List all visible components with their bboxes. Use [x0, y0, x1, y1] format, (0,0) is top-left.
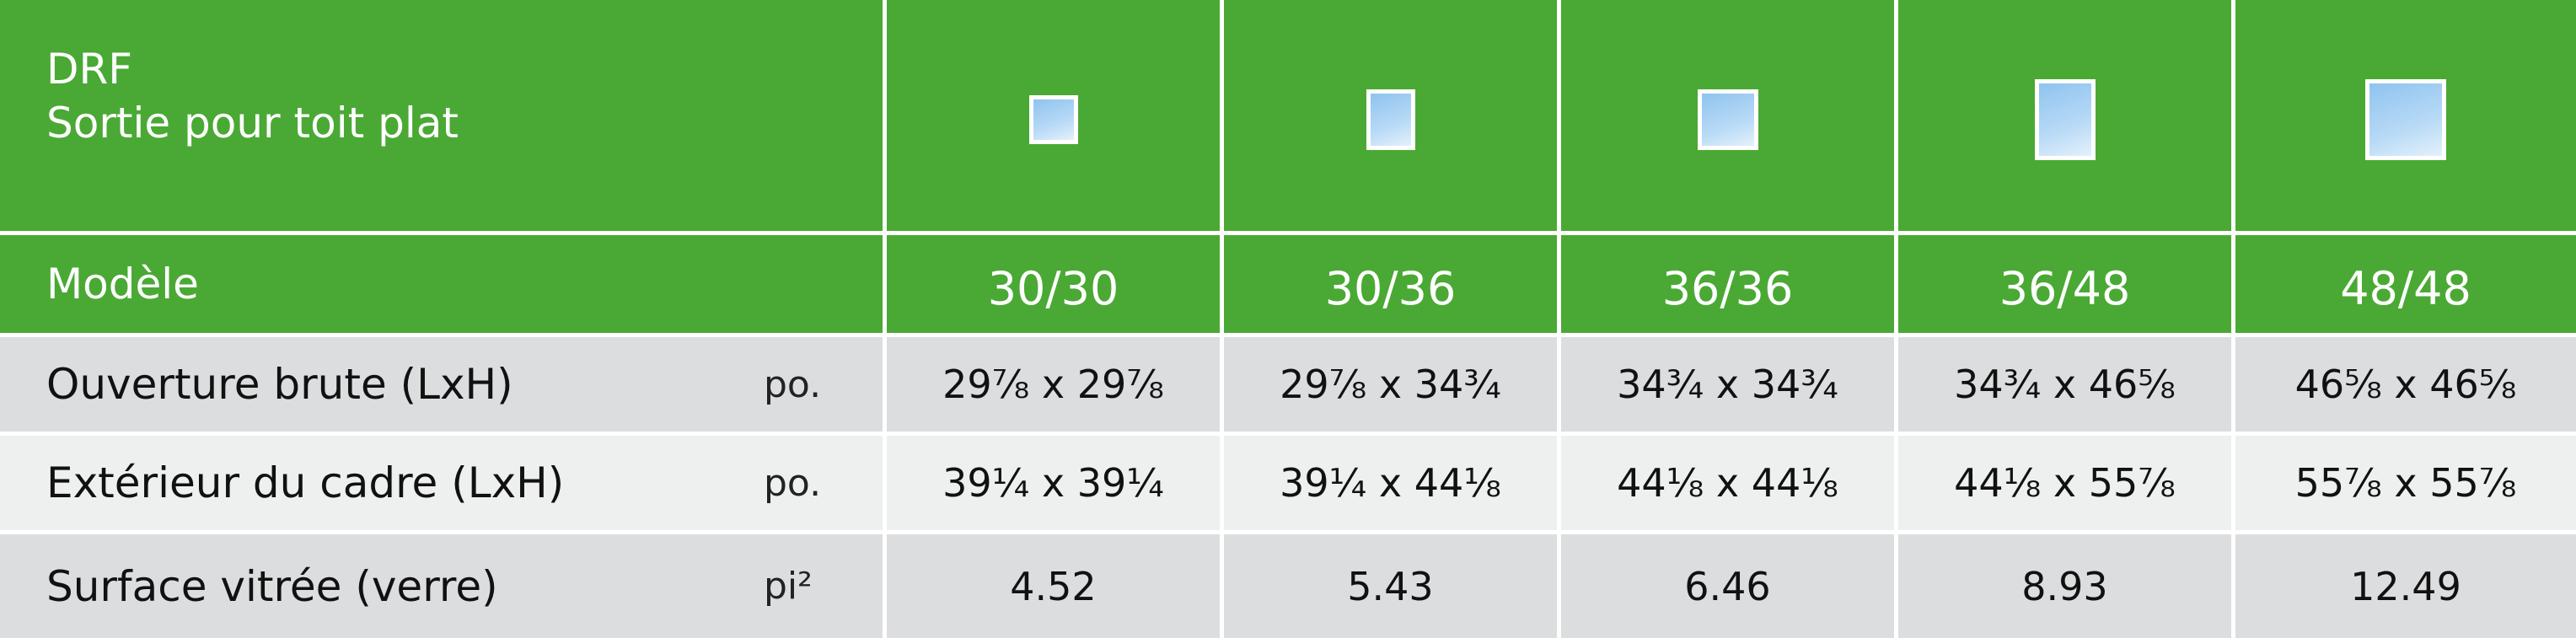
value: 6.46 — [1561, 534, 1898, 638]
value: 29⅞ x 34¾ — [1224, 337, 1561, 436]
unit: po. — [764, 461, 822, 505]
header-subtitle: Sortie pour toit plat — [46, 99, 459, 147]
icon-cell — [1898, 0, 2235, 235]
value: 39¼ x 44⅛ — [1224, 436, 1561, 534]
icon-cell — [2235, 0, 2576, 235]
row-label-cell: Extérieur du cadre (LxH) po. — [0, 436, 887, 534]
value: 44⅛ x 55⅞ — [1898, 436, 2235, 534]
model-label: Modèle — [0, 235, 887, 337]
unit: pi² — [764, 565, 813, 608]
value: 46⅝ x 46⅝ — [2235, 337, 2576, 436]
model: 36/36 — [1561, 235, 1898, 337]
icon-cell — [1224, 0, 1561, 235]
window-icon — [1028, 95, 1078, 144]
model: 30/36 — [1224, 235, 1561, 337]
model: 36/48 — [1898, 235, 2235, 337]
window-icon — [1697, 89, 1758, 150]
value: 5.43 — [1224, 534, 1561, 638]
value: 34¾ x 34¾ — [1561, 337, 1898, 436]
row-label: Extérieur du cadre (LxH) — [46, 458, 565, 507]
value: 12.49 — [2235, 534, 2576, 638]
window-icon — [2034, 79, 2096, 160]
row-label-cell: Surface vitrée (verre) pi² — [0, 534, 887, 638]
value: 44⅛ x 44⅛ — [1561, 436, 1898, 534]
header-cell: DRF Sortie pour toit plat — [0, 0, 887, 235]
window-icon — [1366, 89, 1415, 150]
icon-cell — [1561, 0, 1898, 235]
value: 4.52 — [887, 534, 1224, 638]
value: 29⅞ x 29⅞ — [887, 337, 1224, 436]
row-label: Ouverture brute (LxH) — [46, 360, 513, 409]
value: 8.93 — [1898, 534, 2235, 638]
model: 48/48 — [2235, 235, 2576, 337]
header-title: DRF — [46, 45, 133, 94]
row-label: Surface vitrée (verre) — [46, 561, 498, 611]
value: 39¼ x 39¼ — [887, 436, 1224, 534]
value: 55⅞ x 55⅞ — [2235, 436, 2576, 534]
window-icon — [2365, 79, 2446, 160]
icon-cell — [887, 0, 1224, 235]
value: 34¾ x 46⅝ — [1898, 337, 2235, 436]
row-label-cell: Ouverture brute (LxH) po. — [0, 337, 887, 436]
unit: po. — [764, 362, 822, 406]
model: 30/30 — [887, 235, 1224, 337]
